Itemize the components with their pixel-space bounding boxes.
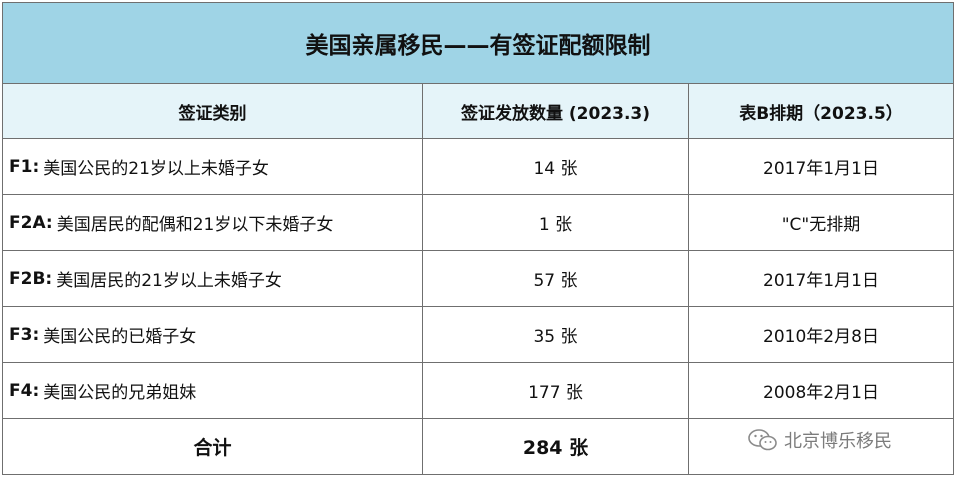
category-desc: 美国公民的已婚子女: [43, 327, 197, 347]
category-desc: 美国居民的配偶和21岁以下未婚子女: [56, 215, 334, 235]
category-code: F1:: [9, 156, 40, 177]
category-desc: 美国公民的21岁以上未婚子女: [43, 159, 269, 179]
header-row: 签证类别 签证发放数量 (2023.3) 表B排期（2023.5）: [2, 84, 954, 139]
count-cell: 1 张: [423, 195, 689, 251]
count-cell: 177 张: [423, 363, 689, 419]
table-row: F1: 美国公民的21岁以上未婚子女 14 张 2017年1月1日: [2, 139, 954, 195]
total-label: 合计: [3, 419, 423, 475]
date-cell: 2017年1月1日: [689, 139, 954, 195]
title-row: 美国亲属移民——有签证配额限制: [2, 2, 954, 84]
date-cell: 2008年2月1日: [689, 363, 954, 419]
count-cell: 57 张: [423, 251, 689, 307]
date-cell: 2010年2月8日: [689, 307, 954, 363]
category-code: F4:: [9, 380, 40, 401]
total-row: 合计 284 张: [2, 419, 954, 475]
total-empty-cell: [689, 419, 954, 475]
category-cell: F2A: 美国居民的配偶和21岁以下未婚子女: [3, 195, 423, 251]
table-row: F2B: 美国居民的21岁以上未婚子女 57 张 2017年1月1日: [2, 251, 954, 307]
watermark-text: 北京博乐移民: [784, 431, 892, 452]
category-cell: F4: 美国公民的兄弟姐妹: [3, 363, 423, 419]
date-cell: 2017年1月1日: [689, 251, 954, 307]
table-row: F4: 美国公民的兄弟姐妹 177 张 2008年2月1日: [2, 363, 954, 419]
table-row: F2A: 美国居民的配偶和21岁以下未婚子女 1 张 "C"无排期: [2, 195, 954, 251]
category-desc: 美国居民的21岁以上未婚子女: [56, 271, 282, 291]
header-category: 签证类别: [3, 84, 423, 139]
category-code: F2B:: [9, 268, 53, 289]
wechat-icon: [748, 429, 777, 451]
date-cell: "C"无排期: [689, 195, 954, 251]
watermark: 北京博乐移民: [748, 427, 892, 453]
table-row: F3: 美国公民的已婚子女 35 张 2010年2月8日: [2, 307, 954, 363]
category-desc: 美国公民的兄弟姐妹: [43, 383, 197, 403]
header-priority-date: 表B排期（2023.5）: [689, 84, 954, 139]
total-count: 284 张: [423, 419, 689, 475]
category-cell: F2B: 美国居民的21岁以上未婚子女: [3, 251, 423, 307]
count-cell: 35 张: [423, 307, 689, 363]
category-code: F3:: [9, 324, 40, 345]
table-title: 美国亲属移民——有签证配额限制: [3, 3, 954, 84]
header-count: 签证发放数量 (2023.3): [423, 84, 689, 139]
count-cell: 14 张: [423, 139, 689, 195]
category-code: F2A:: [9, 212, 53, 233]
category-cell: F1: 美国公民的21岁以上未婚子女: [3, 139, 423, 195]
category-cell: F3: 美国公民的已婚子女: [3, 307, 423, 363]
